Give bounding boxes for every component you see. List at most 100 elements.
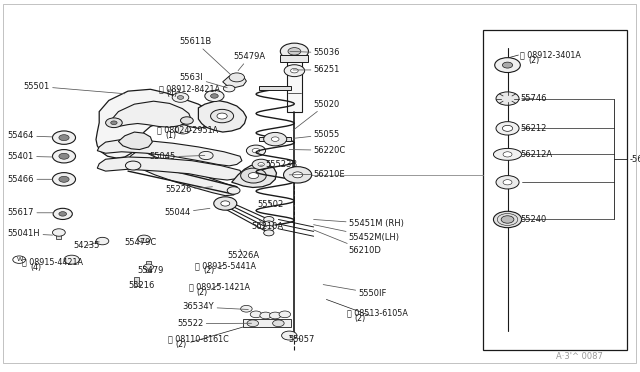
Text: 55036: 55036 [290,48,340,57]
Text: 56210A: 56210A [251,220,283,231]
Circle shape [177,96,184,99]
Bar [243,319,291,327]
Text: ⓦ 08915-5441A: ⓦ 08915-5441A [195,261,256,270]
Text: 55522: 55522 [177,319,252,328]
Text: 55617: 55617 [8,208,54,217]
Circle shape [211,109,234,123]
Text: (4): (4) [166,89,177,98]
Circle shape [223,85,235,92]
Circle shape [284,65,305,77]
Text: 55020: 55020 [293,100,340,130]
Text: 55226A: 55226A [227,249,259,260]
Circle shape [280,43,308,60]
Circle shape [260,312,271,319]
Circle shape [53,208,72,219]
Circle shape [59,212,67,216]
Text: ⓝ 08912-3401A: ⓝ 08912-3401A [520,51,581,60]
Text: Ⓢ 08513-6105A: Ⓢ 08513-6105A [347,309,408,318]
Circle shape [291,68,298,73]
Circle shape [221,201,230,206]
Text: 56212: 56212 [520,124,547,133]
Text: (2): (2) [203,266,214,275]
Polygon shape [118,132,152,150]
Circle shape [247,320,259,327]
Circle shape [496,92,519,105]
Text: 55466: 55466 [8,175,52,184]
Circle shape [59,176,69,182]
Text: (2): (2) [528,56,540,65]
Circle shape [59,153,69,159]
Circle shape [264,217,274,222]
Text: 55611B: 55611B [179,37,230,74]
Circle shape [284,167,312,183]
Circle shape [271,137,279,141]
Text: 55501: 55501 [24,82,125,94]
Text: ⓝ 08912-8421A: ⓝ 08912-8421A [159,84,220,93]
Bar [259,137,291,141]
Text: 55240: 55240 [520,215,547,224]
Text: (4): (4) [30,263,41,272]
Polygon shape [128,150,238,196]
Text: Ⓑ 08110-8161C: Ⓑ 08110-8161C [168,335,228,344]
Polygon shape [96,89,214,158]
Circle shape [52,131,76,144]
Bar [483,30,627,350]
Text: 55451M (RH): 55451M (RH) [314,219,404,228]
Circle shape [258,163,264,166]
Circle shape [52,150,76,163]
Circle shape [180,117,193,124]
Text: 55044: 55044 [164,208,210,217]
Circle shape [111,121,117,125]
Circle shape [217,113,227,119]
Polygon shape [232,164,276,187]
Text: 55057: 55057 [288,335,314,344]
Text: 5563I: 5563I [180,73,227,88]
Bar [259,86,291,90]
Circle shape [52,173,76,186]
Circle shape [64,255,79,264]
Bar [146,261,151,272]
Text: 55746: 55746 [520,94,547,103]
Bar [134,277,139,286]
Text: (1): (1) [165,131,176,140]
Polygon shape [198,100,246,132]
Circle shape [214,197,237,210]
Circle shape [143,264,154,270]
Text: 56251: 56251 [293,65,340,74]
Text: 56220C: 56220C [289,146,346,155]
Circle shape [229,73,244,82]
Circle shape [205,90,224,102]
Text: 54235: 54235 [74,241,100,250]
Circle shape [252,148,260,153]
Text: ⓦ 08915-1421A: ⓦ 08915-1421A [189,283,250,292]
Bar [280,55,308,62]
Text: 55401: 55401 [8,152,52,161]
Circle shape [227,187,240,194]
Bar [56,232,61,239]
Circle shape [496,122,519,135]
Polygon shape [97,157,242,180]
Circle shape [199,151,213,160]
Circle shape [273,320,284,327]
Circle shape [496,176,519,189]
Polygon shape [110,101,191,127]
Circle shape [241,168,266,183]
Polygon shape [223,74,246,87]
Text: 36534Y: 36534Y [183,302,248,311]
Circle shape [248,173,259,179]
Circle shape [279,311,291,318]
Text: 55041H: 55041H [8,229,52,238]
Text: ⓦ 08915-4421A: ⓦ 08915-4421A [22,258,83,267]
Circle shape [59,135,69,141]
Circle shape [125,161,141,170]
Circle shape [175,125,191,134]
Text: 55479C: 55479C [125,238,157,247]
Circle shape [503,180,512,185]
Text: 55045: 55045 [150,153,205,161]
Circle shape [264,225,274,231]
Text: 55452M(LH): 55452M(LH) [314,225,400,242]
Circle shape [241,305,252,312]
Text: 5550IF: 5550IF [323,285,387,298]
Polygon shape [493,148,522,160]
Circle shape [503,152,512,157]
